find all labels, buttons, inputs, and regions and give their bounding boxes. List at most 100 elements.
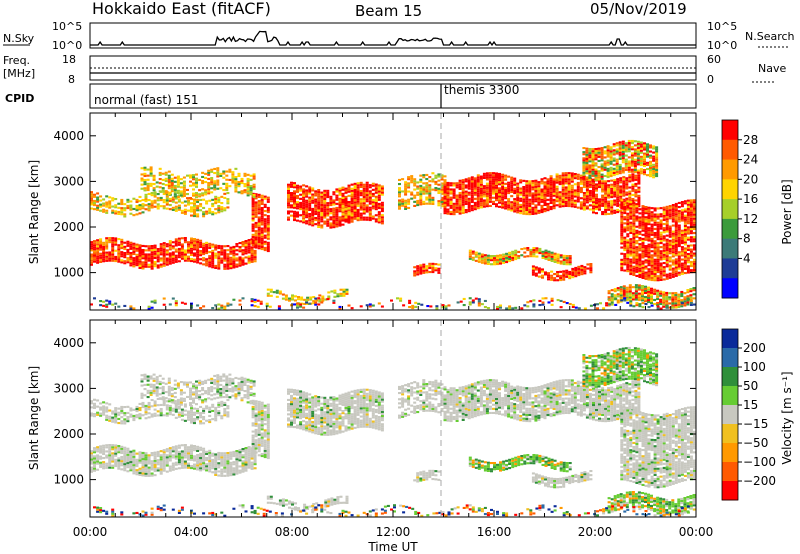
echo-cell [504, 191, 508, 194]
echo-cell [117, 210, 121, 213]
echo-cell [655, 162, 659, 165]
echo-cell [214, 208, 218, 211]
echo-cell [144, 249, 148, 252]
echo-cell [479, 183, 483, 186]
echo-cell [656, 291, 660, 294]
echo-cell [550, 299, 554, 302]
echo-cell [629, 260, 633, 263]
echo-cell [638, 218, 642, 221]
echo-cell [141, 205, 145, 208]
echo-cell [266, 231, 270, 234]
echo-cell [108, 446, 112, 449]
echo-cell [359, 202, 363, 205]
echo-cell [401, 178, 405, 181]
echo-cell [407, 206, 411, 209]
echo-cell [470, 209, 474, 212]
echo-cell [622, 190, 626, 193]
echo-cell [616, 184, 620, 187]
echo-cell [308, 202, 312, 205]
echo-cell [180, 209, 184, 212]
echo-cell [668, 250, 672, 253]
echo-cell [437, 187, 441, 190]
echo-cell [138, 453, 142, 456]
echo-cell [620, 260, 624, 263]
echo-cell [407, 176, 411, 179]
echo-cell [153, 455, 157, 458]
echo-cell [167, 178, 171, 181]
echo-cell [234, 184, 238, 187]
echo-cell [604, 182, 608, 185]
echo-cell [582, 173, 586, 176]
echo-cell [544, 249, 548, 252]
echo-cell [609, 172, 613, 175]
echo-cell [263, 205, 267, 208]
echo-cell [624, 166, 628, 169]
echo-cell [634, 298, 638, 301]
echo-cell [404, 203, 408, 206]
echo-cell [344, 220, 348, 223]
echo-cell [616, 202, 620, 205]
echo-cell [693, 215, 696, 218]
echo-cell [501, 190, 505, 193]
echo-cell [637, 188, 641, 191]
echo-cell [318, 300, 322, 303]
echo-cell [649, 160, 652, 163]
echo-cell [534, 183, 538, 186]
echo-cell [693, 240, 696, 243]
echo-cell [558, 195, 562, 198]
echo-cell [447, 304, 451, 307]
echo-cell [90, 263, 93, 266]
echo-cell [653, 275, 657, 278]
echo-cell [165, 207, 169, 210]
echo-cell [311, 199, 315, 202]
echo-cell [677, 234, 681, 237]
echo-cell [513, 202, 517, 205]
echo-cell [216, 167, 220, 170]
echo-cell [638, 305, 642, 308]
echo-cell [671, 234, 675, 237]
echo-cell [549, 181, 553, 184]
echo-cell [647, 255, 651, 258]
echo-cell [473, 206, 477, 209]
echo-cell [126, 261, 130, 264]
echo-cell [353, 213, 357, 216]
echo-cell [599, 302, 602, 305]
echo-cell [302, 306, 306, 309]
echo-cell [252, 185, 256, 188]
echo-cell [674, 217, 678, 220]
echo-cell [540, 190, 544, 193]
echo-cell [257, 247, 261, 250]
echo-cell [123, 262, 127, 265]
echo-cell [183, 302, 187, 305]
echo-cell [632, 257, 636, 260]
echo-cell [411, 307, 415, 310]
echo-cell [618, 172, 622, 175]
echo-cell [479, 196, 483, 199]
echo-cell [668, 260, 672, 263]
echo-cell [662, 303, 666, 306]
echo-cell [649, 169, 652, 172]
echo-cell [296, 306, 299, 309]
echo-cell [296, 195, 299, 198]
echo-cell [473, 181, 477, 184]
echo-cell [474, 253, 478, 256]
echo-cell [263, 224, 267, 227]
echo-cell [414, 301, 418, 304]
echo-cell [652, 145, 656, 148]
echo-cell [251, 244, 255, 247]
echo-cell [689, 205, 693, 208]
echo-cell [555, 181, 559, 184]
echo-cell [628, 176, 632, 179]
echo-cell [627, 168, 631, 171]
echo-cell [252, 173, 256, 176]
echo-cell [168, 246, 172, 249]
echo-cell [630, 162, 634, 165]
echo-cell [547, 278, 550, 281]
echo-cell [380, 216, 384, 219]
echo-cell [591, 178, 595, 181]
echo-cell [260, 221, 264, 224]
echo-cell [650, 217, 654, 220]
echo-cell [603, 150, 607, 153]
echo-cell [177, 194, 181, 197]
echo-cell [544, 257, 548, 260]
